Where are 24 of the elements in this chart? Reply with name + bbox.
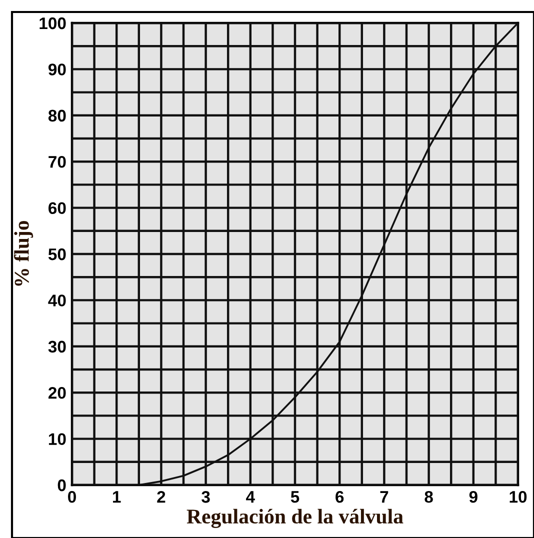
x-tick-label: 6 — [336, 490, 344, 503]
y-tick-label: 20 — [48, 387, 66, 399]
y-tick-label: 80 — [48, 110, 66, 122]
x-axis-title: Regulación de la válvula — [186, 508, 404, 528]
x-tick-label: 7 — [380, 491, 388, 503]
x-tick-label: 4 — [246, 491, 255, 503]
x-tick-label: 9 — [469, 490, 478, 503]
x-tick-label: 3 — [202, 490, 210, 503]
y-tick-label: 30 — [48, 340, 66, 353]
x-tick-label: 5 — [290, 491, 300, 503]
y-tick-label: 10 — [48, 433, 66, 446]
y-tick-label: 0 — [58, 479, 66, 492]
x-tick-label: 2 — [157, 490, 166, 503]
x-tick-label: 10 — [510, 490, 527, 503]
x-tick-label: 0 — [68, 490, 76, 503]
y-tick-label: 40 — [48, 294, 66, 306]
x-tick-label: 1 — [113, 491, 121, 503]
y-tick-label: 90 — [48, 64, 66, 76]
y-tick-label: 100 — [40, 17, 66, 30]
y-tick-label: 70 — [48, 156, 66, 168]
y-tick-label: 50 — [48, 248, 66, 260]
y-axis-title: % flujo — [14, 220, 34, 286]
x-tick-label: 8 — [424, 490, 433, 503]
y-tick-label: 60 — [48, 202, 66, 214]
